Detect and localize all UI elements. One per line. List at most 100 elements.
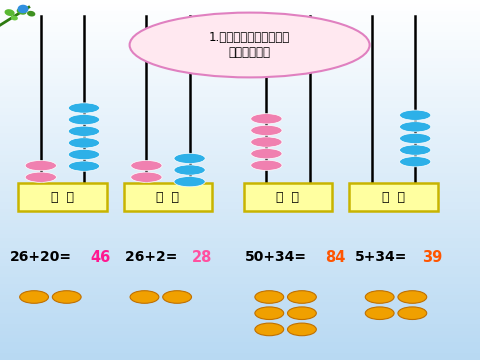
Ellipse shape bbox=[399, 145, 431, 155]
Ellipse shape bbox=[69, 138, 100, 148]
Bar bbox=[0, 119, 480, 122]
Ellipse shape bbox=[130, 13, 370, 77]
Bar bbox=[0, 209, 480, 212]
Ellipse shape bbox=[69, 114, 100, 125]
Bar bbox=[0, 18, 480, 22]
Ellipse shape bbox=[365, 291, 394, 303]
Ellipse shape bbox=[398, 307, 427, 320]
FancyBboxPatch shape bbox=[349, 183, 438, 211]
Ellipse shape bbox=[255, 307, 284, 320]
Circle shape bbox=[18, 5, 28, 13]
Bar bbox=[0, 83, 480, 86]
Bar bbox=[0, 104, 480, 108]
Bar bbox=[0, 227, 480, 230]
Bar bbox=[0, 310, 480, 313]
Bar bbox=[0, 256, 480, 259]
Ellipse shape bbox=[25, 172, 57, 183]
FancyBboxPatch shape bbox=[124, 183, 212, 211]
Ellipse shape bbox=[174, 176, 205, 187]
Bar bbox=[0, 212, 480, 216]
Bar bbox=[0, 184, 480, 187]
Bar bbox=[0, 133, 480, 137]
Bar bbox=[0, 173, 480, 176]
Ellipse shape bbox=[69, 149, 100, 159]
Ellipse shape bbox=[251, 114, 282, 124]
Bar bbox=[0, 94, 480, 97]
Bar bbox=[0, 50, 480, 54]
Ellipse shape bbox=[17, 8, 26, 15]
Ellipse shape bbox=[288, 323, 316, 336]
Ellipse shape bbox=[69, 126, 100, 136]
Ellipse shape bbox=[251, 149, 282, 159]
FancyBboxPatch shape bbox=[244, 183, 332, 211]
Ellipse shape bbox=[69, 103, 100, 113]
Bar bbox=[0, 295, 480, 299]
Bar bbox=[0, 29, 480, 32]
Bar bbox=[0, 79, 480, 83]
Bar bbox=[0, 324, 480, 328]
Text: 1.先在计数器上拨一拨，: 1.先在计数器上拨一拨， bbox=[209, 31, 290, 44]
Text: 十  个: 十 个 bbox=[51, 190, 74, 204]
Ellipse shape bbox=[255, 323, 284, 336]
Bar bbox=[0, 270, 480, 274]
Bar bbox=[0, 216, 480, 220]
Ellipse shape bbox=[174, 153, 205, 163]
Bar bbox=[0, 328, 480, 331]
Bar bbox=[0, 58, 480, 61]
Bar bbox=[0, 284, 480, 288]
Bar bbox=[0, 281, 480, 284]
Bar bbox=[0, 126, 480, 130]
Text: 十  个: 十 个 bbox=[156, 190, 180, 204]
Bar bbox=[0, 313, 480, 317]
Ellipse shape bbox=[69, 161, 100, 171]
Bar bbox=[0, 331, 480, 335]
Bar bbox=[0, 263, 480, 266]
Text: 26+2=: 26+2= bbox=[125, 251, 182, 264]
Bar bbox=[0, 205, 480, 209]
Bar bbox=[0, 191, 480, 194]
Bar bbox=[0, 194, 480, 198]
FancyBboxPatch shape bbox=[18, 183, 107, 211]
Text: 46: 46 bbox=[90, 250, 110, 265]
Bar bbox=[0, 356, 480, 360]
Ellipse shape bbox=[399, 157, 431, 167]
Bar bbox=[0, 162, 480, 166]
Ellipse shape bbox=[288, 307, 316, 320]
Bar bbox=[0, 230, 480, 234]
Ellipse shape bbox=[25, 161, 57, 171]
Text: 84: 84 bbox=[325, 250, 346, 265]
Bar bbox=[0, 306, 480, 310]
Text: 39: 39 bbox=[422, 250, 443, 265]
Ellipse shape bbox=[365, 307, 394, 320]
Bar bbox=[0, 76, 480, 79]
Bar bbox=[0, 151, 480, 155]
Ellipse shape bbox=[288, 291, 316, 303]
Text: 再填出结果。: 再填出结果。 bbox=[228, 46, 271, 59]
Bar bbox=[0, 353, 480, 356]
Ellipse shape bbox=[20, 291, 48, 303]
Bar bbox=[0, 68, 480, 72]
Bar bbox=[0, 176, 480, 180]
Bar bbox=[0, 245, 480, 248]
Bar bbox=[0, 4, 480, 7]
Text: 十  个: 十 个 bbox=[276, 190, 300, 204]
Bar bbox=[0, 187, 480, 191]
Ellipse shape bbox=[255, 291, 284, 303]
Bar bbox=[0, 112, 480, 115]
Ellipse shape bbox=[131, 161, 162, 171]
Bar bbox=[0, 238, 480, 241]
Bar bbox=[0, 342, 480, 346]
Bar bbox=[0, 241, 480, 245]
Bar bbox=[0, 166, 480, 169]
Ellipse shape bbox=[52, 291, 81, 303]
Bar bbox=[0, 43, 480, 47]
Bar bbox=[0, 122, 480, 126]
Bar bbox=[0, 288, 480, 292]
Text: 十  个: 十 个 bbox=[382, 190, 405, 204]
Bar bbox=[0, 299, 480, 302]
Ellipse shape bbox=[163, 291, 192, 303]
Bar bbox=[0, 220, 480, 223]
Ellipse shape bbox=[131, 172, 162, 183]
Bar bbox=[0, 144, 480, 148]
Bar bbox=[0, 25, 480, 29]
